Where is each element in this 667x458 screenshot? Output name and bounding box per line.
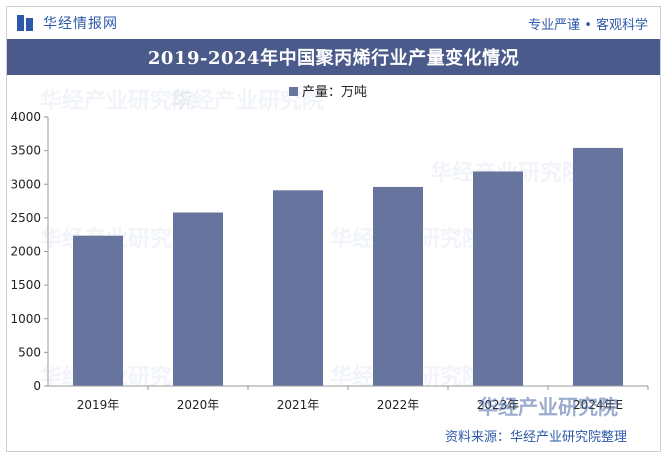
bar	[173, 212, 223, 386]
chart-title: 2019-2024年中国聚丙烯行业产量变化情况	[147, 48, 520, 69]
watermark-text: 华经产业研究院	[170, 88, 324, 114]
tagline: 专业严谨 • 客观科学	[528, 18, 648, 33]
legend: 产量：万吨	[289, 85, 367, 100]
footer: 华经产业研究院 资料来源：华经产业研究院整理	[445, 395, 627, 445]
bar	[473, 171, 523, 386]
x-tick-label: 2022年	[377, 398, 420, 412]
y-axis: 0 500 1000 1500 2000 2500 3000 3500 4000	[10, 110, 49, 393]
x-tick-label: 2024年E	[573, 398, 623, 412]
bar	[73, 235, 123, 386]
x-axis: 2019年 2020年 2021年 2022年 2023年 2024年E	[48, 385, 649, 412]
x-tick-label: 2023年	[477, 398, 520, 412]
y-tick-label: 500	[18, 345, 41, 359]
footer-watermark: 华经产业研究院	[478, 395, 618, 419]
title-bar: 2019-2024年中国聚丙烯行业产量变化情况	[7, 39, 660, 75]
y-tick-label: 1500	[10, 278, 41, 292]
bars	[73, 147, 623, 386]
bar	[573, 147, 623, 386]
y-tick-label: 2500	[10, 211, 41, 225]
source-note: 资料来源：华经产业研究院整理	[445, 430, 627, 445]
y-tick-label: 1000	[10, 312, 41, 326]
x-tick-label: 2021年	[277, 398, 320, 412]
bar	[273, 190, 323, 386]
bar	[373, 186, 423, 386]
y-tick-label: 4000	[10, 110, 41, 124]
brand-logo-icon	[17, 15, 35, 31]
y-tick-label: 3000	[10, 177, 41, 191]
x-tick-label: 2019年	[77, 398, 120, 412]
legend-label: 产量：万吨	[302, 85, 367, 100]
brand: 华经情报网	[17, 13, 118, 33]
top-bar: 华经情报网 专业严谨 • 客观科学	[7, 7, 660, 37]
y-tick-label: 0	[33, 379, 41, 393]
y-tick-label: 3500	[10, 144, 41, 158]
x-tick-label: 2020年	[177, 398, 220, 412]
y-tick-label: 2000	[10, 245, 41, 259]
brand-name: 华经情报网	[43, 16, 118, 32]
legend-swatch	[289, 87, 298, 96]
watermark-text: 华经产业研究院	[40, 88, 194, 114]
